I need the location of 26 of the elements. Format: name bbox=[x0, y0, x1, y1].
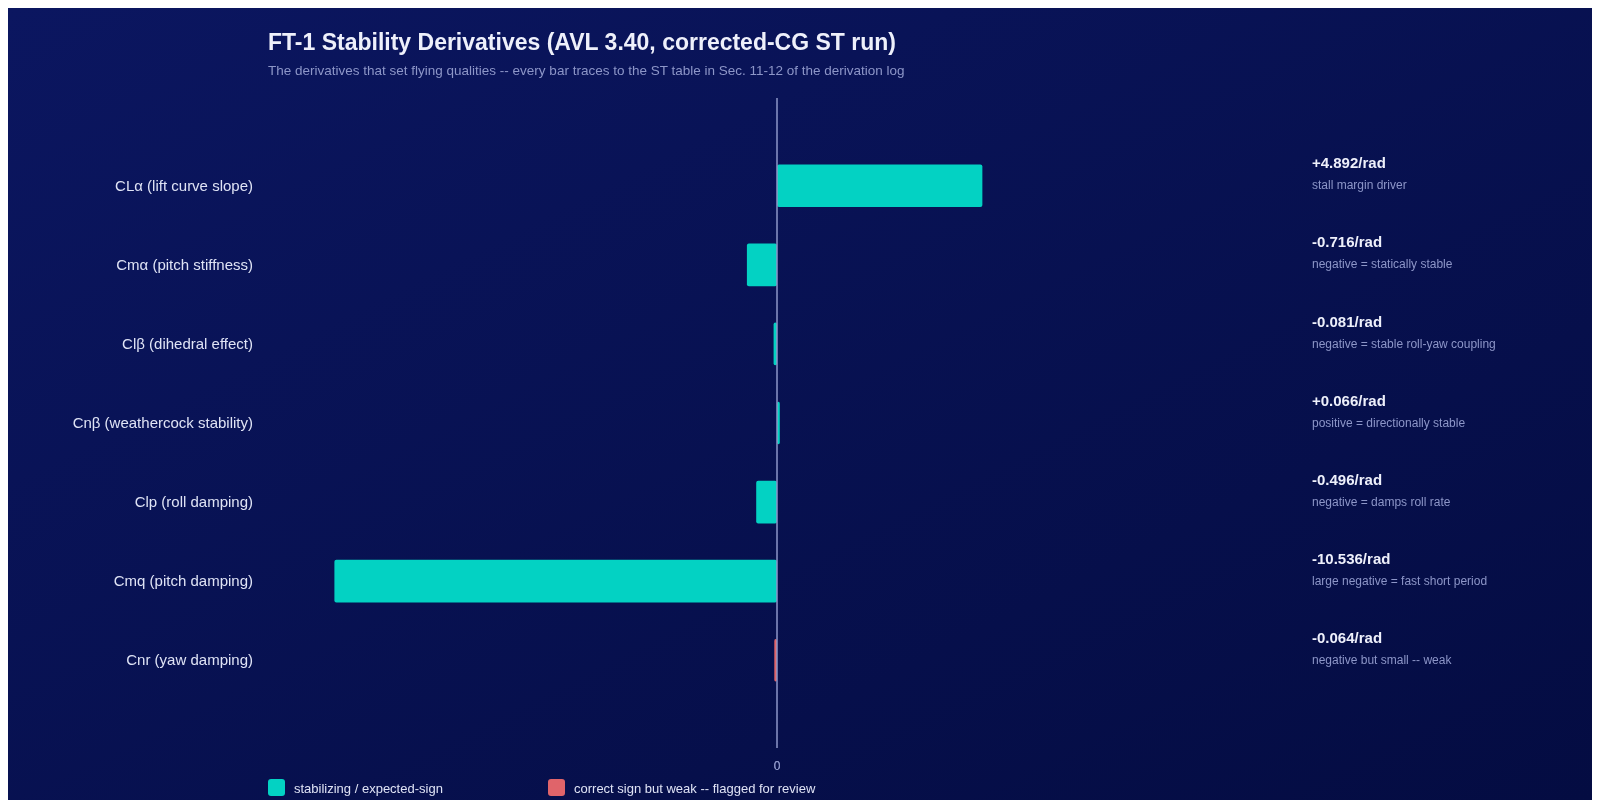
legend-label: stabilizing / expected-sign bbox=[294, 781, 443, 796]
text: negative but small -- weak bbox=[1312, 652, 1453, 667]
text: -10.536/rad bbox=[1312, 549, 1391, 567]
y-tick-label: CLα (lift curve slope) bbox=[115, 176, 253, 194]
text: -0.716/rad bbox=[1312, 233, 1383, 251]
text: -0.081/rad bbox=[1312, 312, 1383, 330]
text: +0.066/rad bbox=[1312, 391, 1386, 409]
y-tick-label: Cmα (pitch stiffness) bbox=[116, 255, 253, 273]
chart-title: FT-1 Stability Derivatives (AVL 3.40, corrected-CG ST run) bbox=[268, 29, 896, 55]
text: -0.496/rad bbox=[1312, 470, 1383, 488]
y-tick-label: Clβ (dihedral effect) bbox=[122, 334, 253, 352]
y-tick-label: Cnr (yaw damping) bbox=[126, 651, 253, 669]
text: negative = statically stable bbox=[1312, 257, 1453, 272]
text: positive = directionally stable bbox=[1312, 415, 1466, 430]
text: negative = stable roll-yaw coupling bbox=[1312, 336, 1496, 351]
text: +4.892/rad bbox=[1312, 154, 1386, 172]
ref-line-label: 0 bbox=[773, 759, 781, 773]
text: -0.064/rad bbox=[1312, 628, 1383, 646]
y-tick-label: Cmq (pitch damping) bbox=[113, 572, 253, 590]
text: stall margin driver bbox=[1312, 178, 1407, 193]
chart-subtitle: The derivatives that set flying qualities -- every bar traces to the ST table in Sec. 11-12 of the derivation log bbox=[268, 63, 905, 78]
y-tick-label: Clp (roll damping) bbox=[134, 493, 253, 511]
y-tick-label: Cnβ (weathercock stability) bbox=[72, 414, 253, 431]
text: large negative = fast short period bbox=[1312, 573, 1488, 588]
legend-label: correct sign but weak -- flagged for review bbox=[574, 781, 816, 796]
text: negative = damps roll rate bbox=[1312, 494, 1451, 509]
